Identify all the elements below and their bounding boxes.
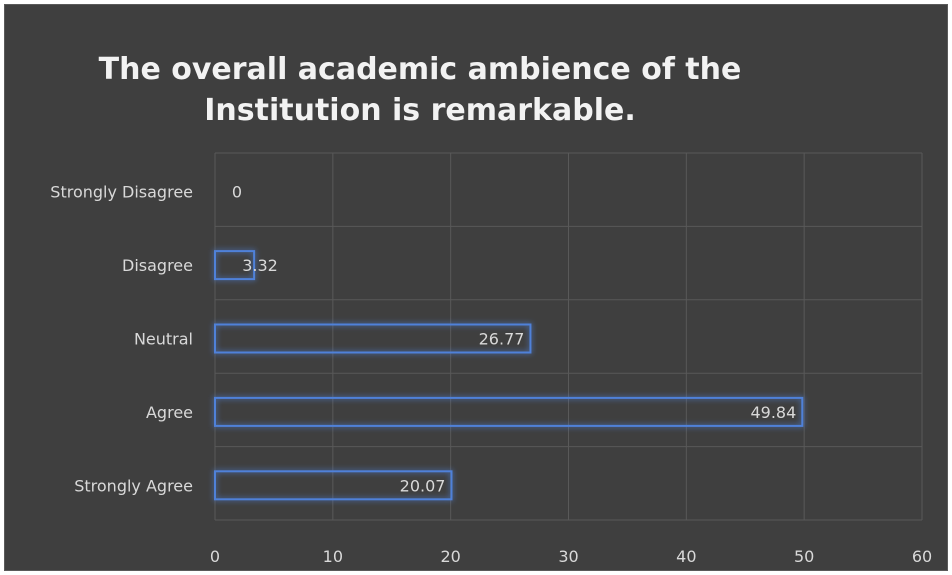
y-category-label: Strongly Disagree: [50, 183, 193, 202]
y-category-label: Neutral: [134, 330, 193, 349]
x-tick-label: 50: [794, 547, 814, 566]
data-label: 0: [232, 183, 242, 202]
x-tick-label: 40: [676, 547, 696, 566]
data-label: 26.77: [479, 330, 525, 349]
data-label: 3.32: [242, 256, 278, 275]
data-label: 20.07: [400, 476, 446, 495]
chart-title: The overall academic ambience of the Ins…: [98, 52, 742, 128]
bar: [214, 396, 804, 427]
x-tick-label: 10: [323, 547, 343, 566]
x-tick-label: 0: [210, 547, 220, 566]
bar: [214, 470, 453, 501]
data-label: 49.84: [750, 403, 796, 422]
y-category-label: Agree: [146, 403, 193, 422]
x-tick-label: 20: [440, 547, 460, 566]
chart-frame: [4, 4, 948, 571]
x-tick-label: 30: [558, 547, 578, 566]
y-category-label: Disagree: [122, 256, 193, 275]
bar: [214, 250, 256, 281]
x-tick-label: 60: [912, 547, 932, 566]
bar: [214, 323, 532, 354]
y-category-label: Strongly Agree: [74, 476, 193, 495]
